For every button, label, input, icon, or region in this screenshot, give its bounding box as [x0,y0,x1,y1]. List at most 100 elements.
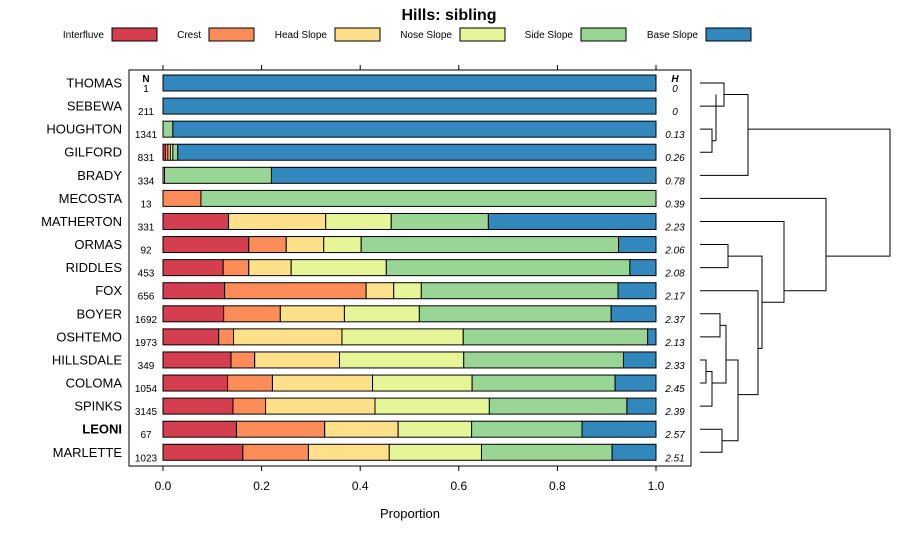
row-hillsdale: HILLSDALE 349 2.33 [52,351,685,372]
bar-segment-matherton-head-slope [228,212,327,230]
bar-segment-coloma-crest [227,374,273,392]
bar-segment-gilford-base-slope [177,143,657,161]
dendrogram-branch-12 [722,359,739,442]
bar-segment-boyer-head-slope [279,305,345,323]
dendrogram-branch-2 [712,94,748,142]
soil-label-coloma: COLOMA [66,376,123,391]
dendrogram-branch-1 [700,128,713,153]
bar-segment-spinks-crest [232,397,267,415]
bar-segment-leoni-side-slope [471,420,583,438]
h-value-sebewa: 0 [672,107,678,118]
row-marlette: MARLETTE 1023 2.51 [53,443,685,464]
bar-segment-hillsdale-nose-slope [338,351,465,369]
bar-segment-spinks-interfluve [162,397,234,415]
dendrogram-branch-6 [700,244,729,269]
bar-segment-oshtemo-interfluve [162,328,220,346]
row-oshtemo: OSHTEMO 1973 2.13 [56,328,685,349]
bar-segment-matherton-interfluve [162,212,230,230]
bar-segment-ormas-interfluve [162,236,250,254]
bar-segment-brady-base-slope [270,166,657,184]
h-value-brady: 0.78 [665,176,685,187]
bar-segment-fox-nose-slope [393,282,422,300]
bar-segment-marlette-interfluve [162,443,244,461]
soil-label-mecosta: MECOSTA [59,191,123,206]
soil-label-thomas: THOMAS [66,76,122,91]
bar-segment-fox-crest [224,282,367,300]
legend-swatch-interfluve [111,27,158,42]
bar-segment-brady-side-slope [163,166,272,184]
row-ormas: ORMAS 92 2.06 [74,236,685,257]
n-value-spinks: 3145 [135,407,158,418]
bar-segment-matherton-side-slope [390,212,489,230]
row-mecosta: MECOSTA 13 0.39 [59,189,685,210]
h-value-leoni: 2.57 [664,430,685,441]
dendrogram-branch-10 [712,324,727,384]
bar-segment-ormas-head-slope [285,236,325,254]
h-value-marlette: 2.51 [664,453,684,464]
dendrogram-branch-17 [826,129,891,257]
dendrogram-branch-4 [700,94,749,176]
row-spinks: SPINKS 3145 2.39 [74,397,685,418]
n-value-mecosta: 13 [140,199,152,210]
soil-label-riddles: RIDDLES [66,260,123,275]
bar-segment-matherton-base-slope [487,212,657,230]
legend-label-base-slope: Base Slope [647,30,699,41]
legend-swatch-nose-slope [459,27,506,42]
n-value-riddles: 453 [138,269,155,280]
soil-label-matherton: MATHERTON [41,214,122,229]
bar-segment-coloma-interfluve [162,374,229,392]
bar-segment-matherton-nose-slope [325,212,392,230]
dendrogram-branch-7 [700,313,721,338]
bar-segment-oshtemo-crest [218,328,234,346]
n-value-coloma: 1054 [135,384,158,395]
plot-frame [128,69,692,467]
bar-segment-spinks-side-slope [488,397,628,415]
bar-segment-coloma-head-slope [271,374,374,392]
soil-label-sebewa: SEBEWA [67,99,122,114]
bar-segment-spinks-head-slope [265,397,376,415]
bar-segment-hillsdale-crest [230,351,256,369]
n-value-boyer: 1692 [135,315,158,326]
h-value-riddles: 2.08 [664,269,685,280]
soil-label-oshtemo: OSHTEMO [56,329,122,344]
bar-segment-gilford-side-slope [172,143,179,161]
n-value-thomas: 1 [143,84,149,95]
bar-segment-riddles-base-slope [629,259,657,277]
x-tick-label-0: 0.0 [155,479,172,493]
n-value-sebewa: 211 [138,107,154,118]
bar-segment-riddles-nose-slope [290,259,387,277]
legend-swatch-crest [208,27,255,42]
dendrogram-branch-13 [700,290,759,396]
bar-segment-leoni-nose-slope [397,420,473,438]
soil-label-gilford: GILFORD [64,145,122,160]
bar-segment-thomas-base-slope [162,74,657,92]
row-riddles: RIDDLES 453 2.08 [66,259,685,280]
bar-segment-houghton-base-slope [172,120,657,138]
legend-label-side-slope: Side Slope [525,30,574,41]
row-brady: BRADY 334 0.78 [77,166,685,187]
dendrogram-branch-0 [700,82,725,107]
h-value-spinks: 2.39 [664,407,685,418]
bar-segment-fox-side-slope [420,282,619,300]
bar-segment-hillsdale-base-slope [622,351,657,369]
row-coloma: COLOMA 1054 2.45 [66,374,685,395]
soil-label-fox: FOX [95,283,122,298]
x-tick-label-1: 0.2 [253,479,270,493]
legend-label-interfluve: Interfluve [63,30,105,41]
h-value-hillsdale: 2.33 [664,361,685,372]
legend: Interfluve Crest Head Slope Nose Slope Side … [63,27,752,42]
bar-segment-leoni-crest [235,420,326,438]
legend-label-crest: Crest [177,30,201,41]
h-value-matherton: 2.23 [664,222,685,233]
bar-segment-ormas-base-slope [618,236,657,254]
bar-segment-marlette-side-slope [480,443,613,461]
n-value-ormas: 92 [140,246,152,257]
bar-segment-coloma-side-slope [471,374,616,392]
n-value-brady: 334 [138,176,155,187]
bar-segment-spinks-nose-slope [374,397,490,415]
soil-label-boyer: BOYER [76,306,122,321]
bar-segment-fox-head-slope [365,282,395,300]
bar-rows: THOMAS 1 0 SEBEWA 211 0 HOUGHTON 1341 0.13 GILFOR… [41,74,685,464]
row-houghton: HOUGHTON 1341 0.13 [46,120,685,141]
